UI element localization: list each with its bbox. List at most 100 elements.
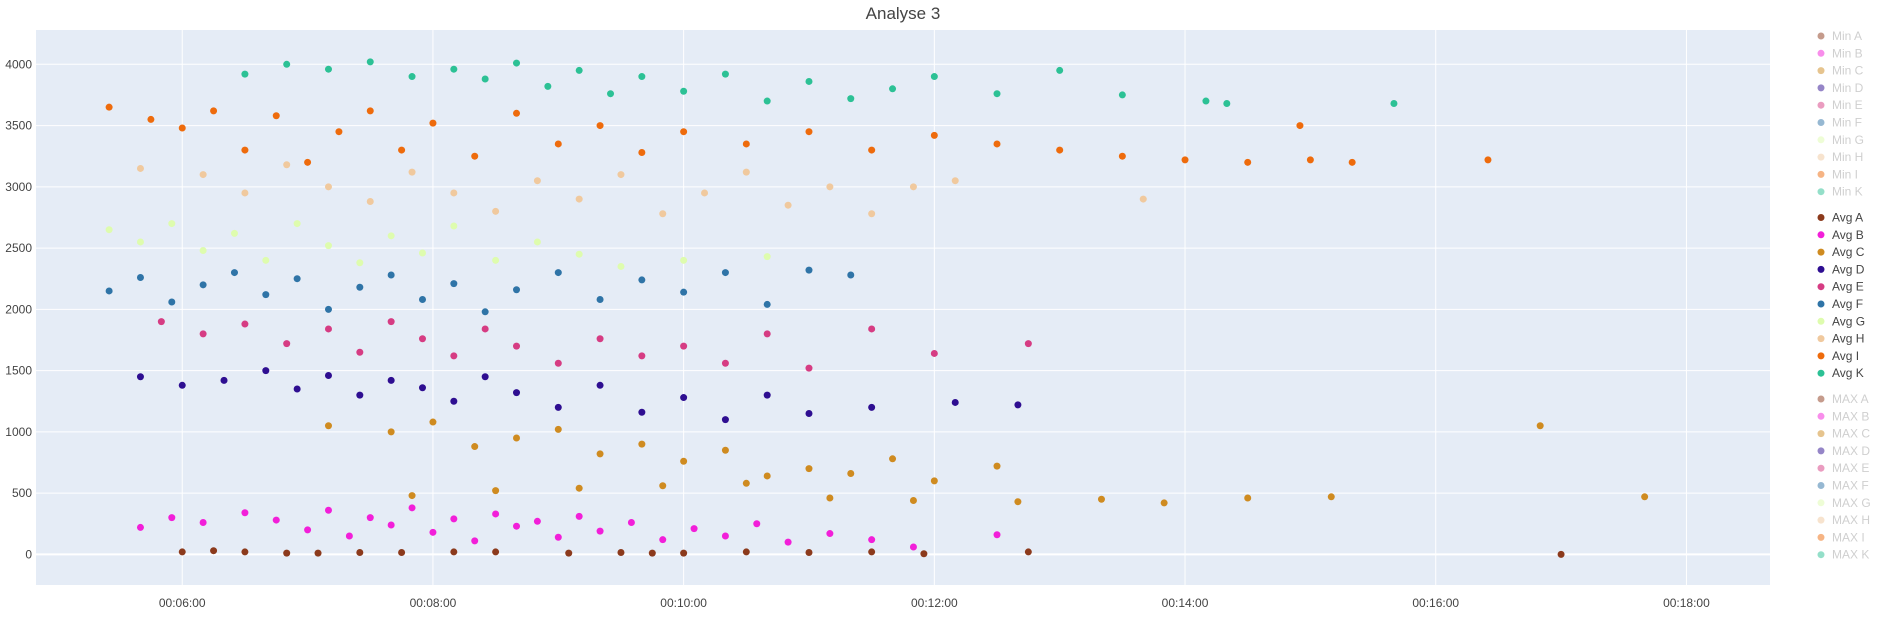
data-point — [596, 335, 604, 343]
legend-item-min-c[interactable]: Min C — [1817, 64, 1864, 78]
data-point — [168, 298, 176, 306]
data-point — [721, 269, 729, 277]
data-point — [492, 207, 500, 215]
legend-item-avg-g[interactable]: Avg G — [1817, 314, 1866, 328]
legend-item-max-b[interactable]: MAX B — [1817, 409, 1870, 423]
legend-item-max-e[interactable]: MAX E — [1817, 461, 1870, 475]
data-point — [272, 112, 280, 120]
data-point — [1306, 156, 1314, 164]
data-point — [230, 229, 238, 237]
legend-item-min-d[interactable]: Min D — [1817, 81, 1864, 95]
data-point — [387, 318, 395, 326]
legend-item-min-b[interactable]: Min B — [1817, 46, 1863, 60]
legend-item-avg-b[interactable]: Avg B — [1817, 228, 1864, 242]
legend-item-max-d[interactable]: MAX D — [1817, 444, 1871, 458]
data-point — [429, 418, 437, 426]
legend-label: MAX B — [1832, 409, 1869, 423]
data-point — [293, 220, 301, 228]
data-point — [721, 446, 729, 454]
legend-item-avg-f[interactable]: Avg F — [1817, 297, 1864, 311]
data-point — [1024, 548, 1032, 556]
data-point — [241, 146, 249, 154]
data-point — [513, 389, 521, 397]
legend-label: Min H — [1832, 150, 1863, 164]
data-point — [763, 97, 771, 105]
data-point — [387, 521, 395, 529]
x-tick-label: 00:16:00 — [1412, 596, 1459, 610]
data-point — [575, 195, 583, 203]
legend-item-min-k[interactable]: Min K — [1817, 185, 1863, 199]
data-point — [366, 514, 374, 522]
legend-marker — [1817, 412, 1825, 420]
series-avg-e — [157, 318, 1032, 372]
data-point — [450, 280, 458, 288]
legend-item-min-a[interactable]: Min A — [1817, 29, 1863, 43]
data-point — [847, 470, 855, 478]
y-tick-label: 2000 — [5, 302, 32, 316]
y-tick-label: 1000 — [5, 425, 32, 439]
legend-item-min-e[interactable]: Min E — [1817, 98, 1863, 112]
legend-marker — [1817, 136, 1825, 144]
data-point — [387, 271, 395, 279]
data-point — [805, 364, 813, 372]
chart-title: Analyse 3 — [866, 4, 941, 23]
data-point — [1139, 195, 1147, 203]
legend-item-max-g[interactable]: MAX G — [1817, 496, 1871, 510]
data-point — [721, 70, 729, 78]
legend[interactable]: Min A Min B Min C Min D Min E Min F Min G Min H… — [1817, 29, 1871, 562]
data-point — [481, 75, 489, 83]
legend-label: MAX K — [1832, 548, 1869, 562]
data-point — [742, 479, 750, 487]
data-point — [366, 198, 374, 206]
legend-label: MAX E — [1832, 461, 1869, 475]
legend-item-avg-a[interactable]: Avg A — [1817, 211, 1864, 225]
data-point — [408, 504, 416, 512]
data-point — [241, 189, 249, 197]
legend-label: Min A — [1832, 29, 1862, 43]
data-point — [481, 373, 489, 381]
legend-item-max-i[interactable]: MAX I — [1817, 530, 1865, 544]
legend-item-avg-d[interactable]: Avg D — [1817, 262, 1865, 276]
data-point — [418, 335, 426, 343]
data-point — [356, 259, 364, 267]
data-point — [220, 376, 228, 384]
data-point — [554, 425, 562, 433]
legend-item-max-k[interactable]: MAX K — [1817, 548, 1870, 562]
legend-item-max-h[interactable]: MAX H — [1817, 513, 1871, 527]
data-point — [345, 532, 353, 540]
data-point — [199, 519, 207, 527]
legend-item-max-a[interactable]: MAX A — [1817, 392, 1869, 406]
data-point — [920, 550, 928, 558]
legend-item-avg-k[interactable]: Avg K — [1817, 366, 1864, 380]
data-point — [241, 548, 249, 556]
legend-item-min-f[interactable]: Min F — [1817, 116, 1863, 130]
legend-marker — [1817, 551, 1825, 559]
legend-label: Avg C — [1832, 245, 1865, 259]
data-point — [513, 109, 521, 117]
data-point — [763, 391, 771, 399]
series-avg-c — [324, 418, 1649, 507]
data-point — [659, 210, 667, 218]
legend-item-min-h[interactable]: Min H — [1817, 150, 1864, 164]
legend-item-min-g[interactable]: Min G — [1817, 133, 1865, 147]
data-point — [993, 140, 1001, 148]
data-point — [617, 262, 625, 270]
data-point — [199, 281, 207, 289]
legend-item-min-i[interactable]: Min I — [1817, 167, 1859, 181]
data-point — [680, 288, 688, 296]
data-point — [492, 256, 500, 264]
plot-background — [36, 30, 1770, 585]
data-point — [324, 506, 332, 514]
data-point — [262, 367, 270, 375]
y-tick-label: 2500 — [5, 241, 32, 255]
legend-item-avg-c[interactable]: Avg C — [1817, 245, 1865, 259]
legend-item-avg-e[interactable]: Avg E — [1817, 280, 1864, 294]
data-point — [1056, 66, 1064, 74]
legend-item-avg-h[interactable]: Avg H — [1817, 332, 1865, 346]
data-point — [136, 523, 144, 531]
legend-item-max-c[interactable]: MAX C — [1817, 427, 1871, 441]
legend-item-avg-i[interactable]: Avg I — [1817, 349, 1860, 363]
legend-marker — [1817, 119, 1825, 126]
data-point — [1097, 495, 1105, 503]
legend-item-max-f[interactable]: MAX F — [1817, 479, 1869, 493]
